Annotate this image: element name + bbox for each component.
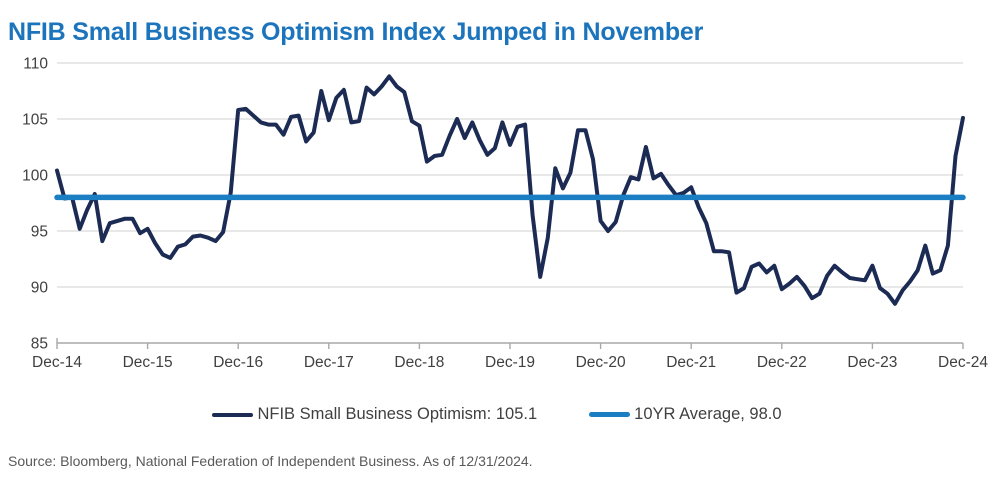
y-axis-label: 105 [22, 112, 48, 129]
legend-item-average: 10YR Average, 98.0 [589, 405, 782, 424]
x-axis-label: Dec-16 [213, 354, 263, 371]
y-axis-label: 100 [22, 168, 48, 185]
y-axis-label: 110 [23, 56, 48, 73]
y-axis-label: 85 [31, 336, 48, 353]
y-axis-label: 95 [31, 224, 48, 241]
x-axis-label: Dec-15 [123, 354, 173, 371]
x-axis-label: Dec-23 [847, 354, 897, 371]
x-axis-label: Dec-14 [32, 354, 82, 371]
x-axis-label: Dec-18 [394, 354, 444, 371]
legend-label-average: 10YR Average, 98.0 [634, 405, 782, 423]
x-axis-label: Dec-19 [485, 354, 535, 371]
x-axis-label: Dec-17 [304, 354, 354, 371]
x-axis-label: Dec-21 [666, 354, 716, 371]
average-line-swatch-icon [589, 412, 631, 417]
y-axis-label: 90 [31, 280, 49, 297]
optimism-line-swatch-icon [212, 412, 254, 417]
chart-title: NFIB Small Business Optimism Index Jumpe… [8, 17, 704, 46]
optimism-line [55, 74, 965, 306]
x-axis-label: Dec-22 [757, 354, 807, 371]
legend-item-optimism: NFIB Small Business Optimism: 105.1 [212, 405, 537, 424]
x-axis-label: Dec-20 [576, 354, 626, 371]
source-note: Source: Bloomberg, National Federation o… [8, 453, 533, 469]
line-chart: 85 90 95 100 105 110 Dec-14 Dec-15 Dec-16 Dec-17 D… [22, 56, 988, 372]
x-axis-label: Dec-24 [938, 354, 988, 371]
legend-label-optimism: NFIB Small Business Optimism: 105.1 [257, 405, 538, 423]
chart-legend: NFIB Small Business Optimism: 105.1 10YR… [0, 405, 994, 424]
